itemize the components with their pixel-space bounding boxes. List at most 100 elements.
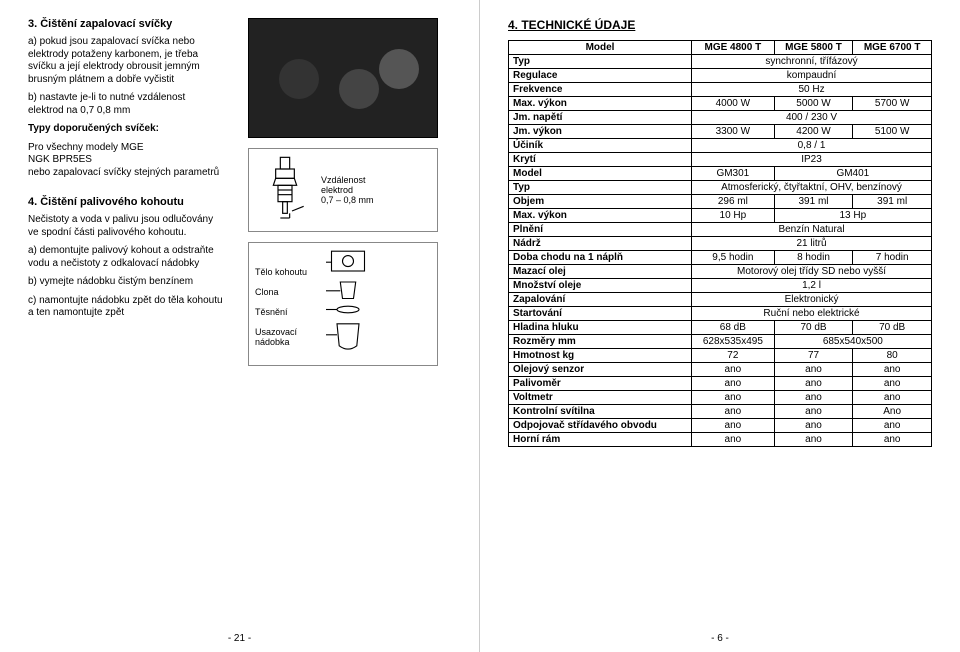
spec-value: Elektronický <box>692 293 932 307</box>
specs-table: ModelMGE 4800 TMGE 5800 TMGE 6700 T Typs… <box>508 40 932 447</box>
table-row: Doba chodu na 1 náplň9,5 hodin8 hodin7 h… <box>509 251 932 265</box>
valve-label-cup2: nádobka <box>255 337 307 347</box>
spec-value: 70 dB <box>774 321 853 335</box>
spark-plug-icon <box>255 155 315 225</box>
spec-value: ano <box>774 377 853 391</box>
spec-value: 77 <box>774 349 853 363</box>
spec-label: Max. výkon <box>509 97 692 111</box>
table-row: Hladina hluku68 dB70 dB70 dB <box>509 321 932 335</box>
spec-value: 0,8 / 1 <box>692 139 932 153</box>
spec-label: Voltmetr <box>509 391 692 405</box>
left-text-column: 3. Čištění zapalovací svíčky a) pokud js… <box>28 18 223 366</box>
right-page-number: - 6 - <box>480 633 960 644</box>
spec-value: 296 ml <box>692 195 775 209</box>
gap-label-2: elektrod <box>321 185 374 195</box>
spec-label: Nádrž <box>509 237 692 251</box>
spec-label: Hmotnost kg <box>509 349 692 363</box>
specs-col-header: MGE 4800 T <box>692 41 775 55</box>
table-row: Palivoměranoanoano <box>509 377 932 391</box>
valve-label-screen: Clona <box>255 287 307 297</box>
table-row: Max. výkon4000 W5000 W5700 W <box>509 97 932 111</box>
spec-value: 80 <box>853 349 932 363</box>
spec-value: 50 Hz <box>692 83 932 97</box>
step-3a: a) pokud jsou zapalovací svíčka nebo ele… <box>28 36 223 86</box>
spec-value: ano <box>692 391 775 405</box>
table-row: Voltmetranoanoano <box>509 391 932 405</box>
spark-types-text: Pro všechny modely MGE NGK BPR5ES nebo z… <box>28 142 223 180</box>
spec-value: Atmosferický, čtyřtaktní, OHV, benzínový <box>692 181 932 195</box>
spec-label: Frekvence <box>509 83 692 97</box>
spec-value: ano <box>853 363 932 377</box>
fuel-valve-diagram: Tělo kohoutu Clona Těsnění Usazovací nád… <box>248 242 438 366</box>
spec-label: Regulace <box>509 69 692 83</box>
spec-label: Hladina hluku <box>509 321 692 335</box>
spec-value: 70 dB <box>853 321 932 335</box>
spec-value: 68 dB <box>692 321 775 335</box>
spec-label: Olejový senzor <box>509 363 692 377</box>
table-row: Rozměry mm628x535x495685x540x500 <box>509 335 932 349</box>
gap-label-3: 0,7 – 0,8 mm <box>321 195 374 205</box>
spec-value: ano <box>774 419 853 433</box>
spec-value: ano <box>853 433 932 447</box>
spec-value: ano <box>853 419 932 433</box>
spec-value: ano <box>853 377 932 391</box>
section-4-title: 4. Čištění palivového kohoutu <box>28 196 223 208</box>
spec-value: 400 / 230 V <box>692 111 932 125</box>
spec-value: Benzín Natural <box>692 223 932 237</box>
specs-col-header: MGE 6700 T <box>853 41 932 55</box>
spec-value: 9,5 hodin <box>692 251 775 265</box>
spec-value: ano <box>692 363 775 377</box>
spec-label: Množství oleje <box>509 279 692 293</box>
spec-value: ano <box>774 433 853 447</box>
table-row: Typsynchronní, třífázový <box>509 55 932 69</box>
spec-label: Odpojovač střídavého obvodu <box>509 419 692 433</box>
table-row: Horní rámanoanoano <box>509 433 932 447</box>
table-row: Jm. napětí400 / 230 V <box>509 111 932 125</box>
valve-label-cup1: Usazovací <box>255 327 307 337</box>
spec-label: Horní rám <box>509 433 692 447</box>
table-row: Max. výkon10 Hp13 Hp <box>509 209 932 223</box>
table-row: Frekvence50 Hz <box>509 83 932 97</box>
spec-value: 7 hodin <box>853 251 932 265</box>
table-row: Hmotnost kg727780 <box>509 349 932 363</box>
step-4a: a) demontujte palivový kohout a odstraňt… <box>28 245 223 270</box>
spec-label: Objem <box>509 195 692 209</box>
spec-value: 72 <box>692 349 775 363</box>
spec-label: Kontrolní svítilna <box>509 405 692 419</box>
spec-value: 5700 W <box>853 97 932 111</box>
spec-value: kompaudní <box>692 69 932 83</box>
spec-value: IP23 <box>692 153 932 167</box>
section-3-title: 3. Čištění zapalovací svíčky <box>28 18 223 30</box>
spark-plug-photo <box>248 18 438 138</box>
spec-value: 5100 W <box>853 125 932 139</box>
step-3b: b) nastavte je-li to nutné vzdálenost el… <box>28 92 223 117</box>
spec-value: 3300 W <box>692 125 775 139</box>
spec-value: synchronní, třífázový <box>692 55 932 69</box>
spec-label: Rozměry mm <box>509 335 692 349</box>
specs-col-header: MGE 5800 T <box>774 41 853 55</box>
spec-value: ano <box>774 405 853 419</box>
spec-value: 4000 W <box>692 97 775 111</box>
specs-col-header: Model <box>509 41 692 55</box>
table-row: Nádrž21 litrů <box>509 237 932 251</box>
spec-value: ano <box>853 391 932 405</box>
spec-value: 391 ml <box>774 195 853 209</box>
spec-value: Ruční nebo elektrické <box>692 307 932 321</box>
left-page-number: - 21 - <box>0 633 479 644</box>
table-row: Jm. výkon3300 W4200 W5100 W <box>509 125 932 139</box>
spec-value: 21 litrů <box>692 237 932 251</box>
spec-value: GM301 <box>692 167 775 181</box>
table-row: Kontrolní svítilnaanoanoAno <box>509 405 932 419</box>
spec-label: Startování <box>509 307 692 321</box>
spec-label: Mazací olej <box>509 265 692 279</box>
spec-label: Typ <box>509 55 692 69</box>
spec-label: Krytí <box>509 153 692 167</box>
spec-label: Plnění <box>509 223 692 237</box>
tech-specs-title: 4. TECHNICKÉ ÚDAJE <box>508 18 932 32</box>
spec-value: ano <box>774 391 853 405</box>
specs-table-head: ModelMGE 4800 TMGE 5800 TMGE 6700 T <box>509 41 932 55</box>
specs-table-body: Typsynchronní, třífázovýRegulacekompaudn… <box>509 55 932 447</box>
page-left: 3. Čištění zapalovací svíčky a) pokud js… <box>0 0 480 652</box>
left-image-column: Vzdálenost elektrod 0,7 – 0,8 mm Tělo ko… <box>235 18 451 366</box>
table-row: Mazací olejMotorový olej třídy SD nebo v… <box>509 265 932 279</box>
